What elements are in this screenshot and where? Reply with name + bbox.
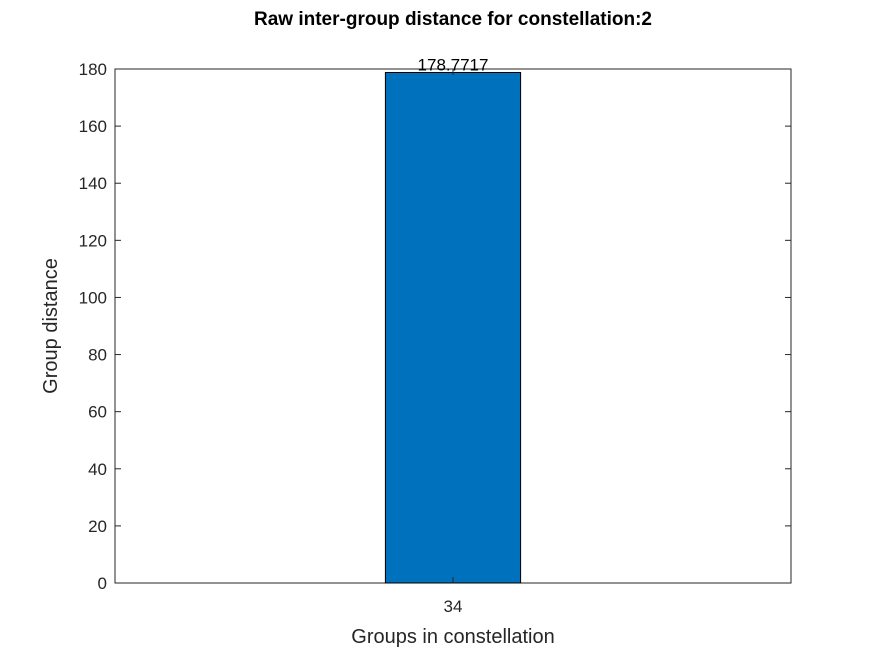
- x-tick-label: 34: [444, 597, 463, 616]
- chart-title: Raw inter-group distance for constellati…: [254, 9, 652, 30]
- y-tick-label: 20: [88, 517, 107, 536]
- x-axis-ticks: 34: [444, 69, 463, 616]
- bar-group: [384, 72, 522, 584]
- x-axis-label: Groups in constellation: [351, 626, 554, 648]
- y-tick-label: 160: [79, 117, 107, 136]
- y-tick-label: 100: [79, 288, 107, 307]
- y-axis-ticks: 0 20 40 60 80 100 120 140 160 180: [79, 60, 791, 593]
- y-axis-label: Group distance: [40, 258, 62, 394]
- y-tick-label: 180: [79, 60, 107, 79]
- y-tick-label: 60: [88, 403, 107, 422]
- y-tick-label: 140: [79, 174, 107, 193]
- bar: [384, 72, 522, 584]
- data-labels: 178.7717: [418, 56, 489, 75]
- y-tick-label: 0: [98, 574, 107, 593]
- y-tick-label: 40: [88, 460, 107, 479]
- bar-value-label: 178.7717: [418, 56, 489, 75]
- y-tick-label: 120: [79, 231, 107, 250]
- y-tick-label: 80: [88, 346, 107, 365]
- plot-area: 0 20 40 60 80 100 120 140 160 180 34 178.7717: [79, 56, 792, 616]
